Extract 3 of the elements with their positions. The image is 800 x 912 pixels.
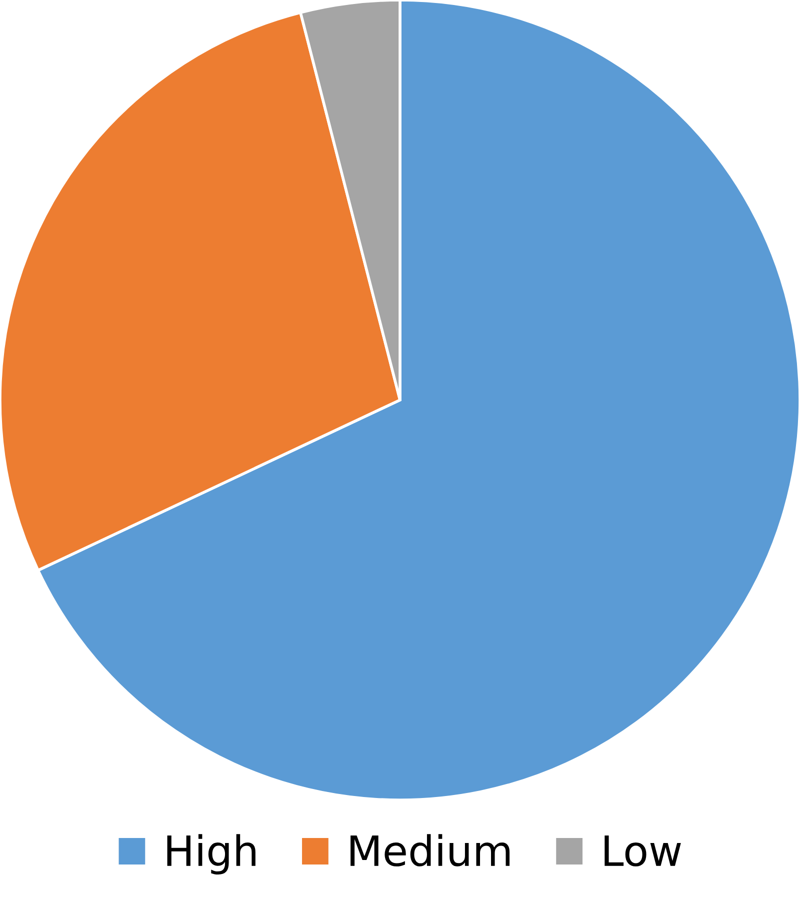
legend-label: High	[167, 834, 256, 874]
legend-label: Medium	[350, 834, 510, 866]
legend-label: Low	[604, 835, 681, 866]
